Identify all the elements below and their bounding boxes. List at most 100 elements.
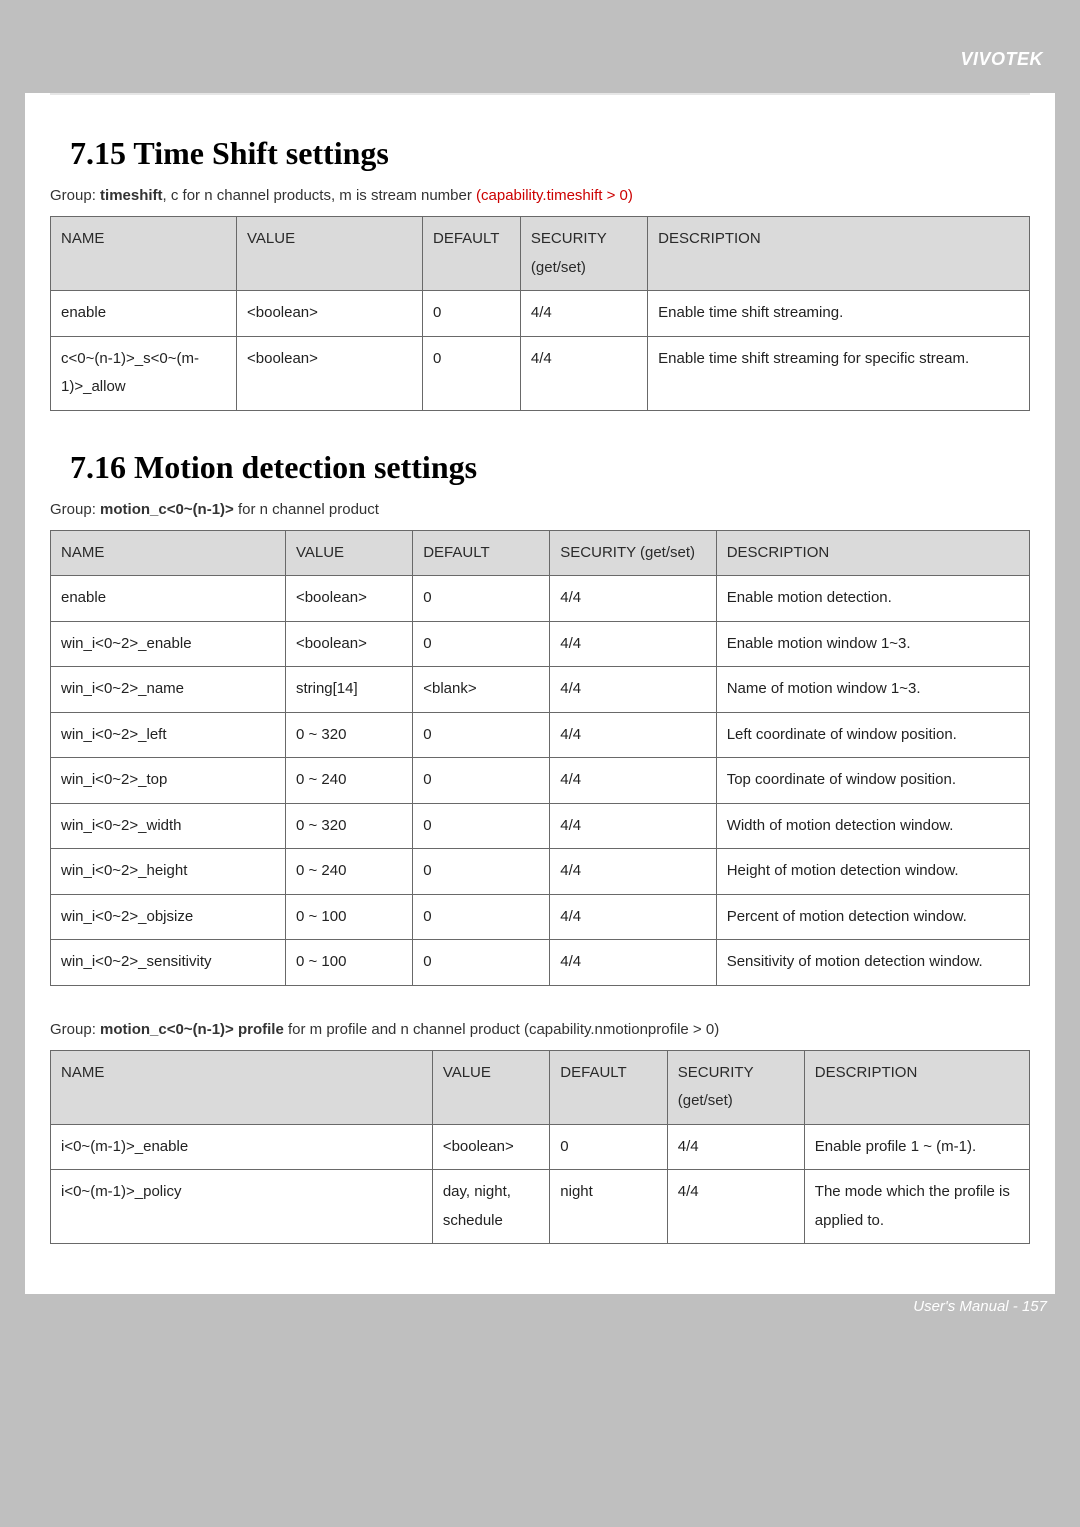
table-row: enable<boolean>04/4Enable motion detecti… <box>51 576 1030 622</box>
table-row: win_i<0~2>_sensitivity0 ~ 10004/4Sensiti… <box>51 940 1030 986</box>
cell-name: win_i<0~2>_top <box>51 758 286 804</box>
cell-name: c<0~(n-1)>_s<0~(m-1)>_allow <box>51 336 237 410</box>
table-row: win_i<0~2>_width0 ~ 32004/4Width of moti… <box>51 803 1030 849</box>
group-suffix: for n channel product <box>234 501 379 518</box>
table-header-row: NAME VALUE DEFAULT SECURITY (get/set) DE… <box>51 217 1030 291</box>
table-row: i<0~(m-1)>_enable<boolean>04/4Enable pro… <box>51 1124 1030 1170</box>
cell-name: enable <box>51 291 237 337</box>
cell-value: <boolean> <box>285 621 412 667</box>
cell-value: 0 ~ 240 <box>285 849 412 895</box>
cell-value: <boolean> <box>285 576 412 622</box>
page: VIVOTEK 7.15 Time Shift settings Group: … <box>0 0 1080 1330</box>
cell-name: win_i<0~2>_height <box>51 849 286 895</box>
brand-text: VIVOTEK <box>960 49 1043 70</box>
cell-name: win_i<0~2>_enable <box>51 621 286 667</box>
col-name: NAME <box>51 1050 433 1124</box>
cell-name: win_i<0~2>_left <box>51 712 286 758</box>
cell-security: 4/4 <box>550 667 716 713</box>
cell-default: 0 <box>423 291 521 337</box>
group-suffix: , c for n channel products, m is stream … <box>163 187 476 204</box>
cell-value: 0 ~ 320 <box>285 712 412 758</box>
col-default: DEFAULT <box>413 530 550 576</box>
col-security: SECURITY (get/set) <box>667 1050 804 1124</box>
table-row: i<0~(m-1)>_policyday, night, schedulenig… <box>51 1170 1030 1244</box>
cell-default: 0 <box>413 849 550 895</box>
cell-description: Name of motion window 1~3. <box>716 667 1029 713</box>
table-row: win_i<0~2>_enable<boolean>04/4Enable mot… <box>51 621 1030 667</box>
table-row: win_i<0~2>_namestring[14]<blank>4/4Name … <box>51 667 1030 713</box>
cell-name: win_i<0~2>_sensitivity <box>51 940 286 986</box>
cell-default: night <box>550 1170 667 1244</box>
group-line-motion: Group: motion_c<0~(n-1)> for n channel p… <box>50 501 1030 518</box>
col-description: DESCRIPTION <box>716 530 1029 576</box>
table-header-row: NAME VALUE DEFAULT SECURITY (get/set) DE… <box>51 1050 1030 1124</box>
col-description: DESCRIPTION <box>804 1050 1029 1124</box>
table-row: win_i<0~2>_top0 ~ 24004/4Top coordinate … <box>51 758 1030 804</box>
col-description: DESCRIPTION <box>648 217 1030 291</box>
group-prefix: Group: <box>50 187 100 204</box>
cell-value: 0 ~ 240 <box>285 758 412 804</box>
cell-security: 4/4 <box>550 803 716 849</box>
col-value: VALUE <box>285 530 412 576</box>
page-divider <box>50 93 1030 95</box>
cell-name: win_i<0~2>_objsize <box>51 894 286 940</box>
footer-text: User's Manual - 157 <box>25 1294 1055 1315</box>
cell-name: win_i<0~2>_width <box>51 803 286 849</box>
cell-description: Sensitivity of motion detection window. <box>716 940 1029 986</box>
col-name: NAME <box>51 217 237 291</box>
cell-description: Width of motion detection window. <box>716 803 1029 849</box>
table-row: win_i<0~2>_left0 ~ 32004/4Left coordinat… <box>51 712 1030 758</box>
table-row: win_i<0~2>_height0 ~ 24004/4Height of mo… <box>51 849 1030 895</box>
cell-value: <boolean> <box>237 291 423 337</box>
col-value: VALUE <box>432 1050 549 1124</box>
cell-description: Enable time shift streaming. <box>648 291 1030 337</box>
cell-description: Top coordinate of window position. <box>716 758 1029 804</box>
cell-value: <boolean> <box>237 336 423 410</box>
cell-description: Enable motion detection. <box>716 576 1029 622</box>
cell-security: 4/4 <box>520 336 647 410</box>
cell-security: 4/4 <box>550 712 716 758</box>
cell-description: The mode which the profile is applied to… <box>804 1170 1029 1244</box>
cell-value: <boolean> <box>432 1124 549 1170</box>
content-area: 7.15 Time Shift settings Group: timeshif… <box>25 93 1055 1294</box>
col-default: DEFAULT <box>423 217 521 291</box>
cell-default: 0 <box>413 576 550 622</box>
col-name: NAME <box>51 530 286 576</box>
group-line-profile: Group: motion_c<0~(n-1)> profile for m p… <box>50 1021 1030 1038</box>
cell-security: 4/4 <box>520 291 647 337</box>
cell-description: Enable time shift streaming for specific… <box>648 336 1030 410</box>
col-default: DEFAULT <box>550 1050 667 1124</box>
group-prefix: Group: <box>50 1021 100 1038</box>
cell-default: 0 <box>413 803 550 849</box>
timeshift-table: NAME VALUE DEFAULT SECURITY (get/set) DE… <box>50 216 1030 411</box>
cell-security: 4/4 <box>667 1124 804 1170</box>
col-security: SECURITY (get/set) <box>550 530 716 576</box>
cell-description: Left coordinate of window position. <box>716 712 1029 758</box>
cell-security: 4/4 <box>550 940 716 986</box>
cell-value: 0 ~ 100 <box>285 940 412 986</box>
cell-default: <blank> <box>413 667 550 713</box>
group-bold: timeshift <box>100 187 163 204</box>
section-title-motion: 7.16 Motion detection settings <box>50 449 1030 486</box>
cell-default: 0 <box>413 712 550 758</box>
cell-default: 0 <box>413 758 550 804</box>
col-value: VALUE <box>237 217 423 291</box>
header-bar: VIVOTEK <box>25 25 1055 93</box>
cell-name: win_i<0~2>_name <box>51 667 286 713</box>
table-row: enable<boolean>04/4Enable time shift str… <box>51 291 1030 337</box>
cell-value: string[14] <box>285 667 412 713</box>
profile-table: NAME VALUE DEFAULT SECURITY (get/set) DE… <box>50 1050 1030 1245</box>
cell-default: 0 <box>413 621 550 667</box>
table-row: win_i<0~2>_objsize0 ~ 10004/4Percent of … <box>51 894 1030 940</box>
cell-name: enable <box>51 576 286 622</box>
cell-description: Enable motion window 1~3. <box>716 621 1029 667</box>
group-suffix: for m profile and n channel product (cap… <box>284 1021 719 1038</box>
cell-security: 4/4 <box>667 1170 804 1244</box>
cell-default: 0 <box>550 1124 667 1170</box>
cell-description: Percent of motion detection window. <box>716 894 1029 940</box>
table-header-row: NAME VALUE DEFAULT SECURITY (get/set) DE… <box>51 530 1030 576</box>
cell-name: i<0~(m-1)>_policy <box>51 1170 433 1244</box>
cell-security: 4/4 <box>550 576 716 622</box>
group-bold: motion_c<0~(n-1)> <box>100 501 234 518</box>
section-title-timeshift: 7.15 Time Shift settings <box>50 135 1030 172</box>
